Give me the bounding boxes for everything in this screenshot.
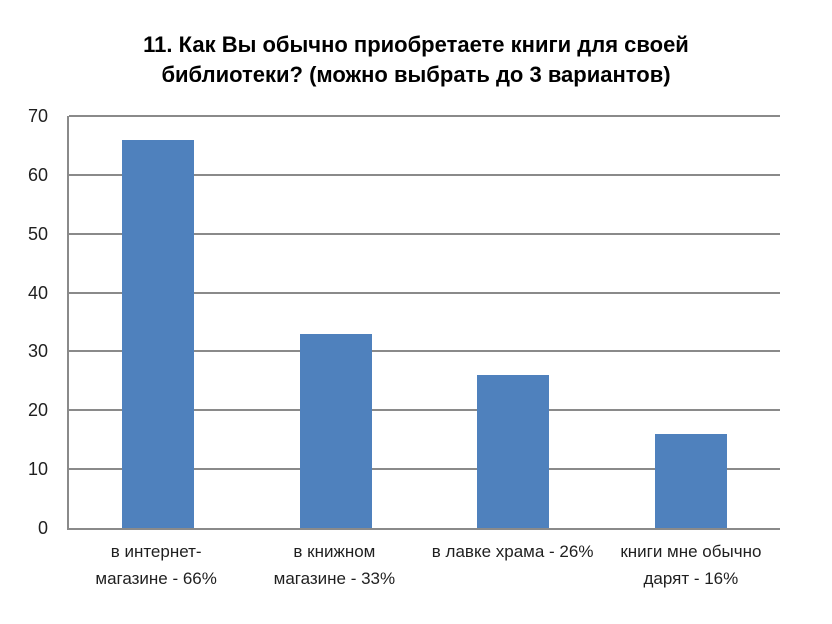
y-tick-label-10: 10 [27,459,48,480]
x-category-label-4: книги мне обычно дарят - 16% [620,542,762,588]
x-category-label-2: в книжном магазине - 33% [273,542,396,588]
gridline-50 [69,232,780,235]
bar-2 [299,333,372,528]
bar-3 [477,374,550,528]
plot-area [67,115,780,530]
gridline-20 [69,409,780,412]
gridline-60 [69,173,780,176]
gridline-70 [69,115,780,117]
bars [69,116,780,528]
gridline-40 [69,291,780,294]
x-category-label-3: в лавке храма - 26% [431,542,594,561]
gridlines [69,115,780,528]
gridline-10 [69,468,780,471]
x-category-label-1: в интернет- магазине - 66% [95,542,217,588]
y-tick-label-30: 30 [27,341,48,362]
y-tick-label-70: 70 [27,106,48,126]
y-tick-label-20: 20 [27,400,48,421]
x-axis-labels: в интернет- магазине - 66% в книжном мага… [67,538,780,592]
chart-title: 11. Как Вы обычно приобретаете книги для… [143,32,689,87]
y-tick-label-40: 40 [27,282,48,303]
y-tick-label-50: 50 [27,223,48,244]
y-tick-label-60: 60 [27,164,48,185]
y-tick-label-0: 0 [37,518,48,538]
y-axis-labels: 0 10 20 30 40 50 60 70 [0,107,48,537]
bar-1 [121,139,194,528]
gridline-30 [69,350,780,353]
bar-4 [655,433,728,528]
